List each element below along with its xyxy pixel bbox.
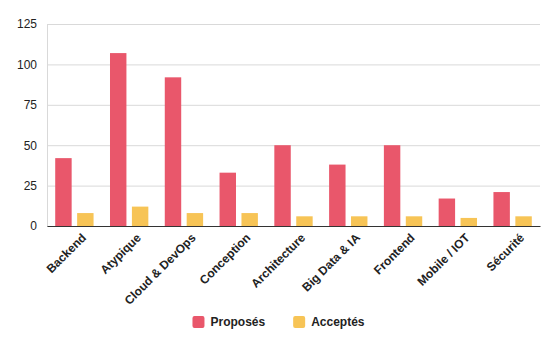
grid-tick [47,226,540,227]
grid [47,25,540,227]
legend-swatch [192,316,204,328]
x-tick-label: Backend [44,231,89,276]
bar [220,173,236,226]
bar [493,192,509,226]
y-tick-label: 50 [24,139,38,153]
grid-line [47,24,540,25]
grid-line [47,226,540,227]
bar [296,216,312,226]
legend-label: Proposés [210,315,265,329]
bar [77,213,93,226]
y-tick-label: 25 [24,179,38,193]
series [55,53,510,226]
bar [165,77,181,226]
x-tick: Sécurité [484,226,528,274]
x-tick: Frontend [371,226,418,277]
bar [384,145,400,226]
y-tick: 125 [17,17,47,31]
bar [55,158,71,226]
x-tick: Architecture [248,226,308,291]
bar [461,218,477,226]
bar [132,207,148,226]
y-tick-label: 125 [17,17,37,31]
bar [241,213,257,226]
y-axis: 0 25 50 75 100 125 [17,17,48,233]
x-axis: BackendAtypiqueCloud & DevOpsConceptionA… [44,226,541,308]
bar [274,145,290,226]
bar [515,216,531,226]
y-tick: 75 [24,98,47,112]
x-tick: Conception [197,226,254,287]
x-axis-line [48,226,541,227]
series [77,207,532,226]
y-tick: 100 [17,58,47,72]
x-tick-label: Architecture [248,230,308,290]
y-tick-label: 75 [24,98,38,112]
plot: 0 25 50 75 100 125 BackendAtypiqueCloud & DevO… [17,17,541,307]
chart: 0 25 50 75 100 125 BackendAtypiqueCloud & DevO… [0,0,557,345]
bar [439,199,455,226]
x-tick-label: Cloud & DevOps [122,230,199,307]
x-tick: Backend [44,226,89,276]
bar [406,216,422,226]
x-tick-label: Big Data & IA [299,230,363,294]
y-tick: 0 [30,219,47,233]
y-tick-label: 100 [17,58,37,72]
bars [55,53,532,226]
x-tick-label: Frontend [371,231,418,278]
legend-item: Proposés [192,315,265,329]
x-tick-label: Mobile / IOT [414,230,472,288]
x-tick: Big Data & IA [299,226,363,294]
x-tick: Cloud & DevOps [122,226,199,308]
y-tick-label: 0 [30,219,37,233]
grid-tick [47,24,540,25]
bar [110,53,126,226]
legend-swatch [293,316,305,328]
x-tick-label: Atypique [98,230,144,276]
legend-label: Acceptés [311,315,365,329]
x-tick: Mobile / IOT [414,226,472,289]
bar [351,216,367,226]
x-tick-label: Conception [197,231,254,288]
y-tick: 25 [24,179,47,193]
bar [187,213,203,226]
y-tick: 50 [24,139,47,153]
legend: Proposés Acceptés [192,315,364,329]
y-axis-line [47,25,48,227]
x-tick: Atypique [98,226,144,277]
bar [329,165,345,226]
legend-item: Acceptés [293,315,365,329]
x-tick-label: Sécurité [484,230,528,274]
